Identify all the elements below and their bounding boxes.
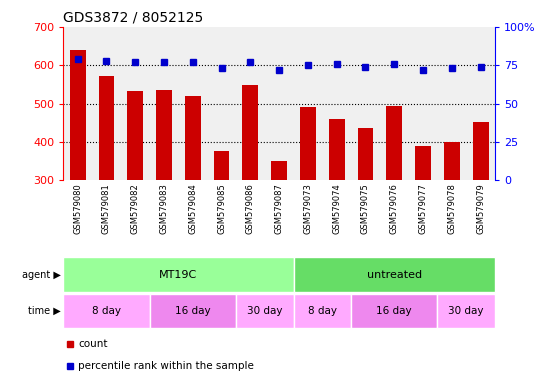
Bar xyxy=(415,146,431,180)
Bar xyxy=(185,96,201,180)
Bar xyxy=(358,128,373,180)
Bar xyxy=(236,294,294,328)
Bar xyxy=(63,257,294,292)
Text: GDS3872 / 8052125: GDS3872 / 8052125 xyxy=(63,10,204,24)
Bar xyxy=(156,90,172,180)
Bar xyxy=(63,294,150,328)
Bar xyxy=(294,294,351,328)
Text: MT19C: MT19C xyxy=(160,270,197,280)
Bar xyxy=(472,122,488,180)
Bar xyxy=(300,107,316,180)
Bar xyxy=(243,85,258,180)
Text: time ▶: time ▶ xyxy=(28,306,60,316)
Text: 16 day: 16 day xyxy=(175,306,211,316)
Bar xyxy=(70,50,86,180)
Bar xyxy=(351,294,437,328)
Text: 30 day: 30 day xyxy=(247,306,283,316)
Text: 30 day: 30 day xyxy=(448,306,484,316)
Bar xyxy=(386,106,402,180)
Bar xyxy=(127,91,143,180)
Bar xyxy=(271,161,287,180)
Bar xyxy=(98,76,114,180)
Text: 16 day: 16 day xyxy=(376,306,412,316)
Text: 8 day: 8 day xyxy=(92,306,121,316)
Text: untreated: untreated xyxy=(367,270,422,280)
Text: count: count xyxy=(78,339,108,349)
Bar xyxy=(213,151,229,180)
Bar xyxy=(444,142,460,180)
Text: agent ▶: agent ▶ xyxy=(21,270,60,280)
Bar xyxy=(437,294,495,328)
Text: 8 day: 8 day xyxy=(308,306,337,316)
Bar xyxy=(294,257,495,292)
Bar xyxy=(329,119,345,180)
Bar xyxy=(150,294,236,328)
Text: percentile rank within the sample: percentile rank within the sample xyxy=(78,361,254,371)
